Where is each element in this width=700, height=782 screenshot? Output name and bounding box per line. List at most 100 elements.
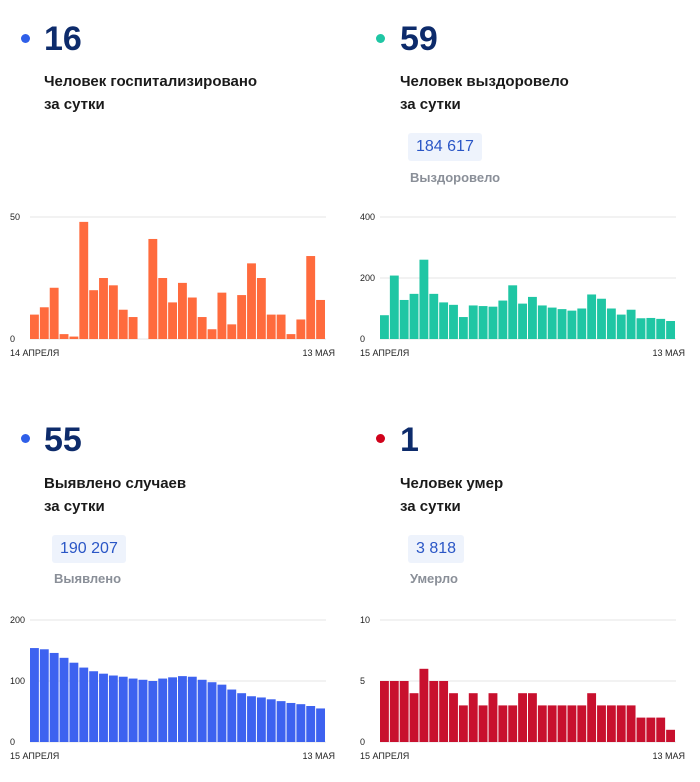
x-start-label: 15 АПРЕЛЯ — [360, 348, 409, 358]
bar — [656, 717, 666, 742]
bar — [286, 334, 296, 339]
bar — [399, 681, 409, 742]
y-tick-label: 0 — [10, 737, 15, 747]
bar — [128, 317, 138, 339]
description-line-2: за сутки — [400, 96, 461, 113]
bar — [49, 652, 59, 742]
total-count: 3 818 — [408, 535, 465, 563]
bar — [666, 321, 675, 339]
bar — [528, 693, 537, 742]
bar — [316, 299, 325, 339]
bar — [197, 679, 207, 742]
bar — [577, 308, 587, 339]
bar — [99, 673, 108, 742]
bar — [577, 705, 587, 742]
bar — [148, 681, 158, 742]
bar — [118, 676, 128, 742]
bar — [557, 309, 567, 339]
bar — [266, 314, 276, 339]
y-tick-label: 200 — [10, 615, 25, 625]
bar — [468, 693, 478, 742]
indicator-dot — [376, 34, 385, 43]
bar — [247, 696, 256, 742]
bar — [207, 329, 217, 339]
bar — [528, 296, 537, 339]
bar — [478, 705, 488, 742]
daily-value: 16 — [44, 20, 82, 58]
bar — [537, 705, 547, 742]
bar — [217, 684, 227, 742]
total-count: 184 617 — [408, 133, 482, 161]
bar — [508, 705, 518, 742]
total-label: Умерло — [410, 571, 458, 586]
y-tick-label: 0 — [360, 334, 365, 344]
y-tick-label: 200 — [360, 273, 375, 283]
bar — [89, 671, 99, 742]
bar — [399, 299, 409, 339]
bar — [656, 318, 666, 339]
bar — [439, 681, 449, 742]
bar — [227, 689, 237, 742]
x-end-label: 13 МАЯ — [652, 348, 685, 358]
total-label: Выявлено — [54, 571, 122, 586]
bar — [197, 317, 207, 339]
description-line-1: Человек выздоровело — [400, 73, 569, 90]
daily-value: 1 — [400, 421, 419, 459]
bar — [478, 306, 488, 339]
recovered-bar-chart: 0 200 400 15 АПРЕЛЯ 13 МАЯ — [360, 212, 685, 358]
bar — [409, 693, 419, 742]
bar — [567, 310, 577, 339]
bar — [187, 297, 197, 339]
bar — [429, 681, 439, 742]
bar — [276, 701, 286, 742]
x-start-label: 14 АПРЕЛЯ — [10, 348, 59, 358]
bar — [138, 679, 148, 742]
recovered-panel: 59 Человек выздоровело за сутки 184 617 … — [350, 0, 700, 391]
bar — [69, 336, 79, 339]
bar — [508, 285, 518, 339]
bar — [108, 285, 118, 339]
cases-panel: 55 Выявлено случаев за сутки 190 207 Выя… — [0, 391, 350, 782]
metric-description: Человек госпитализировано за сутки — [44, 70, 257, 116]
bar — [237, 693, 247, 742]
bar — [178, 676, 187, 742]
bar — [616, 705, 626, 742]
bar — [266, 699, 276, 742]
bar — [89, 290, 99, 339]
bar — [59, 334, 69, 339]
y-tick-label: 0 — [360, 737, 365, 747]
bar — [626, 309, 636, 339]
bar — [389, 275, 399, 339]
bar — [187, 676, 197, 742]
metric-description: Человек умер за сутки — [400, 472, 503, 518]
daily-value: 59 — [400, 20, 438, 58]
bar — [79, 221, 89, 339]
x-end-label: 13 МАЯ — [302, 751, 335, 761]
bar — [39, 649, 49, 742]
bar — [606, 705, 616, 742]
bar — [636, 318, 646, 339]
bar — [30, 648, 39, 742]
bar — [537, 305, 547, 339]
bar — [597, 705, 606, 742]
bar — [227, 324, 237, 339]
description-line-2: за сутки — [44, 96, 105, 113]
bar — [567, 705, 577, 742]
indicator-dot — [21, 34, 30, 43]
bar — [59, 657, 69, 742]
bar — [419, 668, 429, 742]
y-tick-label: 5 — [360, 676, 365, 686]
x-end-label: 13 МАЯ — [302, 348, 335, 358]
bar — [458, 705, 468, 742]
description-line-1: Человек госпитализировано — [44, 73, 258, 90]
bar — [518, 303, 527, 339]
bar — [380, 681, 389, 742]
total-label: Выздоровело — [410, 170, 501, 185]
bar — [217, 292, 227, 339]
bar — [108, 675, 118, 742]
y-tick-label: 100 — [10, 676, 25, 686]
y-tick-label: 10 — [360, 615, 370, 625]
bar — [636, 717, 646, 742]
bar — [616, 314, 626, 339]
bar — [296, 704, 306, 742]
